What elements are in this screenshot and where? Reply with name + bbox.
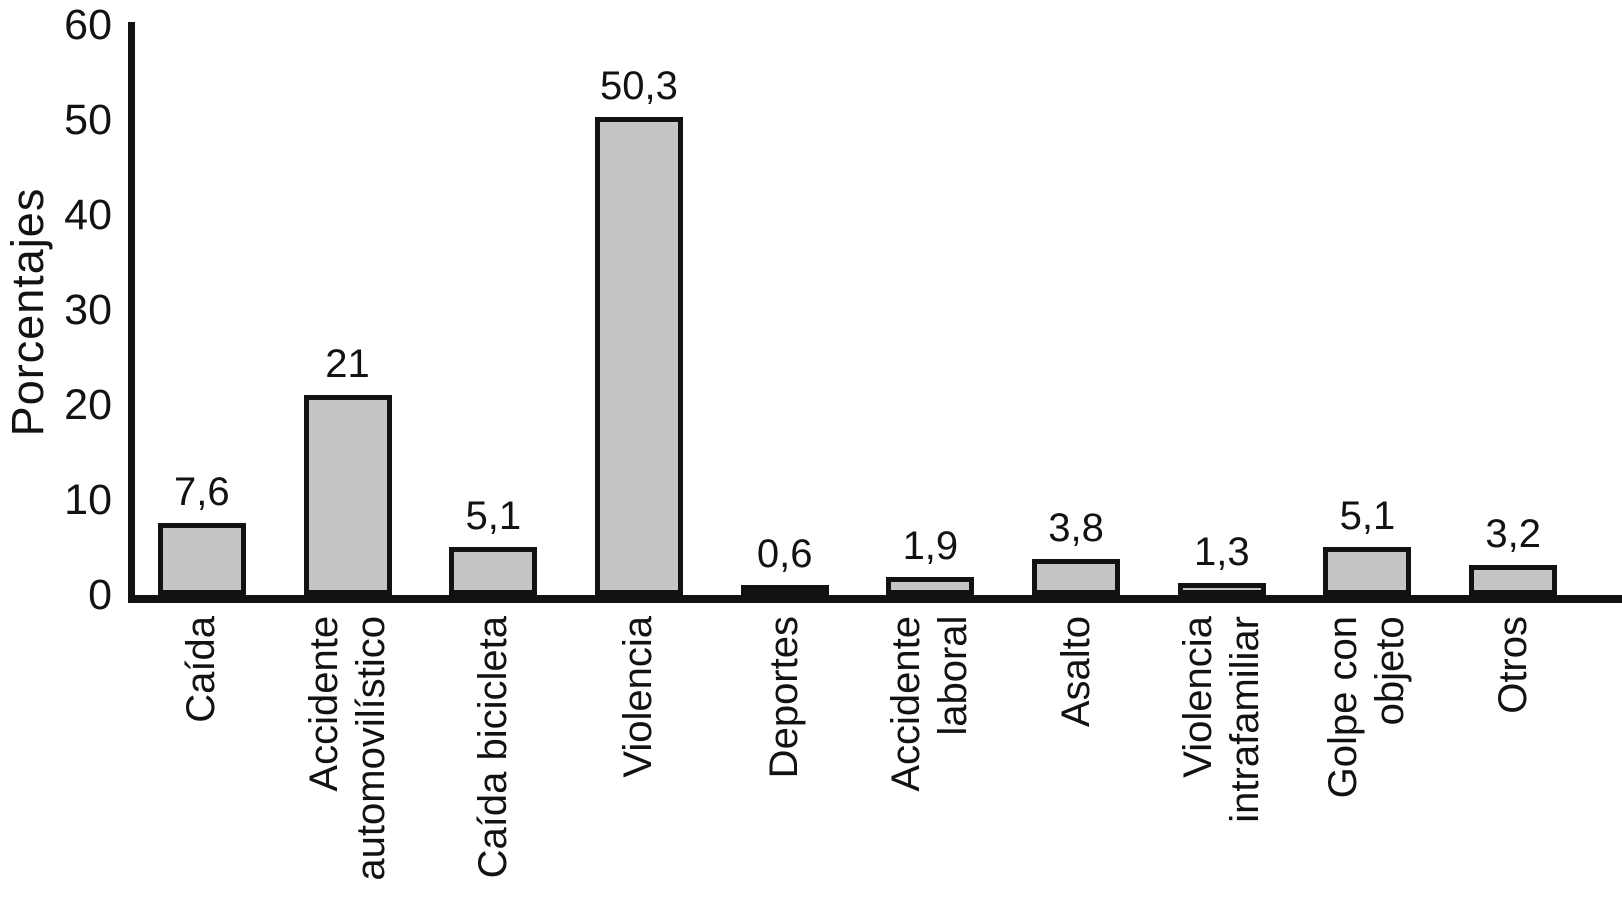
bar (594, 117, 683, 595)
y-tick-label: 0 (88, 570, 112, 619)
bar-group: 0,6 (712, 0, 858, 595)
category-cell: Violencia (566, 616, 712, 778)
bar-value-label: 3,2 (1485, 512, 1541, 556)
bar-value-label: 0,6 (756, 532, 813, 576)
bar-group: 1,3 (1149, 0, 1295, 595)
category-label: Deportes (762, 616, 807, 779)
y-tick-label: 60 (64, 0, 112, 49)
category-cell: Violencia intrafamiliar (1149, 616, 1295, 823)
bar-group: 3,2 (1440, 0, 1586, 595)
y-tick-label: 10 (64, 475, 112, 524)
bar-value-label: 5,1 (465, 494, 522, 538)
category-label: Accidente laboral (884, 616, 976, 792)
category-label: Golpe con objeto (1321, 616, 1413, 799)
bar (886, 577, 975, 595)
y-tick-label: 20 (64, 380, 112, 429)
bar-group: 50,3 (566, 0, 712, 595)
category-label: Caída (179, 616, 224, 723)
y-axis-line (128, 22, 135, 603)
category-cell: Asalto (1003, 616, 1149, 727)
bar-value-label: 1,9 (902, 524, 959, 568)
bar-group: 7,6 (129, 0, 275, 595)
category-label: Caída bicicleta (470, 616, 515, 879)
category-cell: Accidente automovilístico (275, 616, 421, 881)
x-axis-line (128, 595, 1622, 603)
y-axis-tick-labels: 0 10 20 30 40 50 60 (0, 0, 112, 897)
bars-plot-area: 7,6 21 5,1 50,3 0,6 1,9 3,8 1,3 5,1 3,2 (129, 0, 1586, 595)
bar-value-label: 7,6 (174, 470, 230, 514)
category-label: Otros (1490, 616, 1535, 714)
bar-value-label: 3,8 (1048, 506, 1104, 550)
bar-group: 3,8 (1003, 0, 1149, 595)
bar (1323, 547, 1412, 595)
category-cell: Golpe con objeto (1295, 616, 1441, 798)
bar-value-label: 21 (325, 342, 370, 386)
bar (157, 523, 246, 595)
bar-group: 5,1 (1295, 0, 1441, 595)
bar-value-label: 1,3 (1193, 530, 1250, 574)
bar-group: 1,9 (858, 0, 1004, 595)
y-tick-label: 30 (64, 285, 112, 334)
bar (740, 585, 829, 595)
bar-group: 21 (275, 0, 421, 595)
category-cell: Caída (129, 616, 275, 723)
category-cell: Caída bicicleta (420, 616, 566, 878)
y-tick-label: 40 (64, 190, 112, 239)
category-cell: Otros (1440, 616, 1586, 714)
category-cell: Accidente laboral (858, 616, 1004, 792)
bar-group: 5,1 (420, 0, 566, 595)
category-cell: Deportes (712, 616, 858, 778)
bar-value-label: 5,1 (1339, 494, 1396, 538)
bar (1469, 565, 1558, 595)
bar (303, 395, 392, 595)
bar (1032, 559, 1121, 595)
bar (1177, 583, 1266, 595)
y-tick-label: 50 (64, 95, 112, 144)
category-label: Violencia (616, 616, 661, 778)
category-label: Accidente automovilístico (301, 616, 393, 881)
category-label: Asalto (1053, 616, 1098, 728)
category-label: Violencia intrafamiliar (1175, 616, 1267, 823)
bar-value-label: 50,3 (600, 64, 678, 108)
bar (449, 547, 538, 595)
x-axis-category-labels: Caída Accidente automovilístico Caída bi… (129, 616, 1586, 881)
